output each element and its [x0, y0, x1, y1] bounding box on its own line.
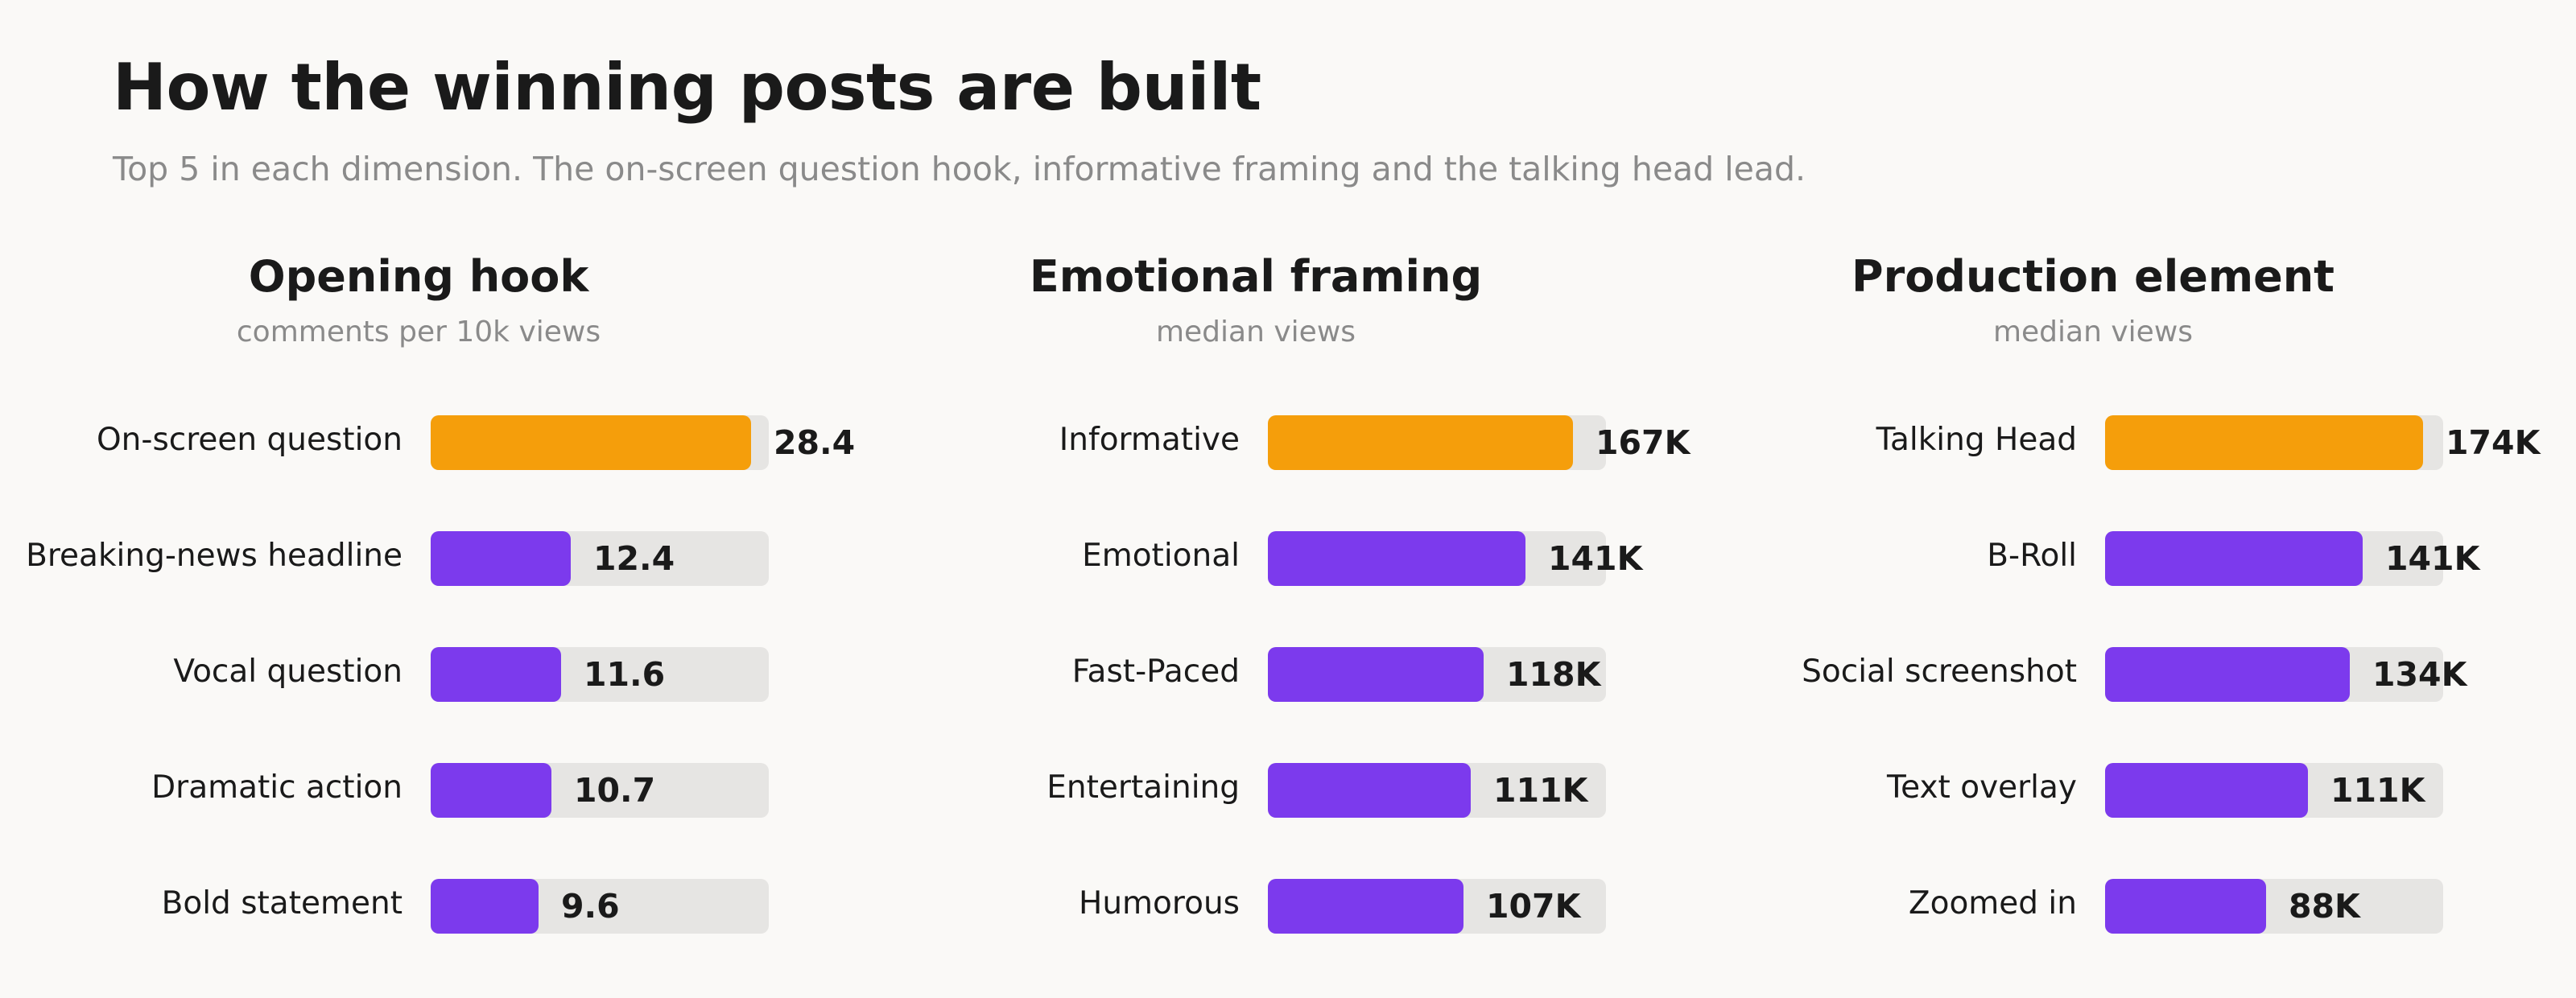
- bar-row: Informative 167K: [837, 415, 1690, 470]
- bar: [2105, 531, 2363, 586]
- bar-track: 88K: [2105, 879, 2443, 934]
- bar-row: Zoomed in 88K: [1674, 879, 2512, 934]
- chart-panel-production-element: Production element median views Talking …: [1674, 241, 2540, 966]
- bar-track: 107K: [1268, 879, 1606, 934]
- panel-title: Opening hook: [248, 251, 589, 302]
- value-label: 111K: [2330, 771, 2425, 810]
- bar-row: Social screenshot 134K: [1674, 647, 2512, 702]
- bar-track: 111K: [2105, 763, 2443, 818]
- value-label: 167K: [1596, 423, 1690, 462]
- bar-track: 9.6: [431, 879, 769, 934]
- bar: [431, 415, 751, 470]
- value-label: 107K: [1486, 887, 1581, 926]
- category-label: Vocal question: [173, 654, 402, 690]
- bar-row: Dramatic action 10.7: [0, 763, 837, 818]
- bar: [1268, 763, 1471, 818]
- bar-track: 10.7: [431, 763, 769, 818]
- category-label: Zoomed in: [1908, 885, 2077, 922]
- bar-row: B-Roll 141K: [1674, 531, 2512, 586]
- value-label: 141K: [2385, 539, 2480, 578]
- bar: [431, 879, 539, 934]
- category-label: Dramatic action: [151, 769, 402, 806]
- category-label: On-screen question: [96, 422, 402, 458]
- category-label: B-Roll: [1987, 538, 2077, 574]
- bar: [1268, 879, 1463, 934]
- bar-row: Breaking-news headline 12.4: [0, 531, 837, 586]
- bar-track: 134K: [2105, 647, 2467, 702]
- chart-panel-emotional-framing: Emotional framing median views Informati…: [837, 241, 1690, 966]
- bar-track: 167K: [1268, 415, 1690, 470]
- category-label: Breaking-news headline: [26, 538, 402, 574]
- category-label: Entertaining: [1046, 769, 1240, 806]
- value-label: 12.4: [593, 539, 675, 578]
- bar-track: 28.4: [431, 415, 855, 470]
- category-label: Fast-Paced: [1071, 654, 1240, 690]
- panel-title: Emotional framing: [1029, 251, 1483, 302]
- value-label: 141K: [1548, 539, 1643, 578]
- bar-row: Fast-Paced 118K: [837, 647, 1674, 702]
- panel-subtitle: median views: [1155, 315, 1356, 348]
- bar-row: On-screen question 28.4: [0, 415, 855, 470]
- bar-track: 118K: [1268, 647, 1606, 702]
- value-label: 10.7: [574, 771, 656, 810]
- bar-track: 111K: [1268, 763, 1606, 818]
- bar-row: Humorous 107K: [837, 879, 1674, 934]
- category-label: Emotional: [1082, 538, 1240, 574]
- bar: [1268, 647, 1484, 702]
- panel-subtitle: comments per 10k views: [236, 315, 601, 348]
- bar: [2105, 415, 2423, 470]
- panel-title: Production element: [1852, 251, 2334, 302]
- category-label: Social screenshot: [1802, 654, 2077, 690]
- bar-track: 11.6: [431, 647, 769, 702]
- bar-track: 141K: [1268, 531, 1642, 586]
- bar-row: Text overlay 111K: [1674, 763, 2512, 818]
- bar: [1268, 415, 1573, 470]
- bar-row: Bold statement 9.6: [0, 879, 837, 934]
- category-label: Humorous: [1079, 885, 1240, 922]
- bar: [1268, 531, 1525, 586]
- category-label: Bold statement: [161, 885, 402, 922]
- value-label: 134K: [2372, 655, 2467, 694]
- panel-subtitle: median views: [1992, 315, 2194, 348]
- bar-track: 141K: [2105, 531, 2479, 586]
- value-label: 88K: [2289, 887, 2360, 926]
- category-label: Informative: [1059, 422, 1240, 458]
- value-label: 11.6: [584, 655, 666, 694]
- category-label: Text overlay: [1886, 769, 2077, 806]
- bar: [431, 531, 571, 586]
- value-label: 118K: [1506, 655, 1601, 694]
- value-label: 174K: [2446, 423, 2541, 462]
- page-subtitle: Top 5 in each dimension. The on-screen q…: [113, 150, 1806, 188]
- bar: [431, 763, 551, 818]
- bar-row: Talking Head 174K: [1674, 415, 2540, 470]
- bar: [2105, 879, 2266, 934]
- bar: [2105, 647, 2350, 702]
- bar-track: 174K: [2105, 415, 2540, 470]
- page-title: How the winning posts are built: [113, 50, 1261, 125]
- bar: [431, 647, 561, 702]
- bar-row: Vocal question 11.6: [0, 647, 837, 702]
- bar: [2105, 763, 2308, 818]
- bar-row: Emotional 141K: [837, 531, 1674, 586]
- value-label: 9.6: [561, 887, 620, 926]
- category-label: Talking Head: [1876, 422, 2077, 458]
- bar-row: Entertaining 111K: [837, 763, 1674, 818]
- value-label: 111K: [1493, 771, 1588, 810]
- value-label: 28.4: [774, 423, 856, 462]
- bar-track: 12.4: [431, 531, 769, 586]
- chart-panel-opening-hook: Opening hook comments per 10k views On-s…: [0, 241, 855, 966]
